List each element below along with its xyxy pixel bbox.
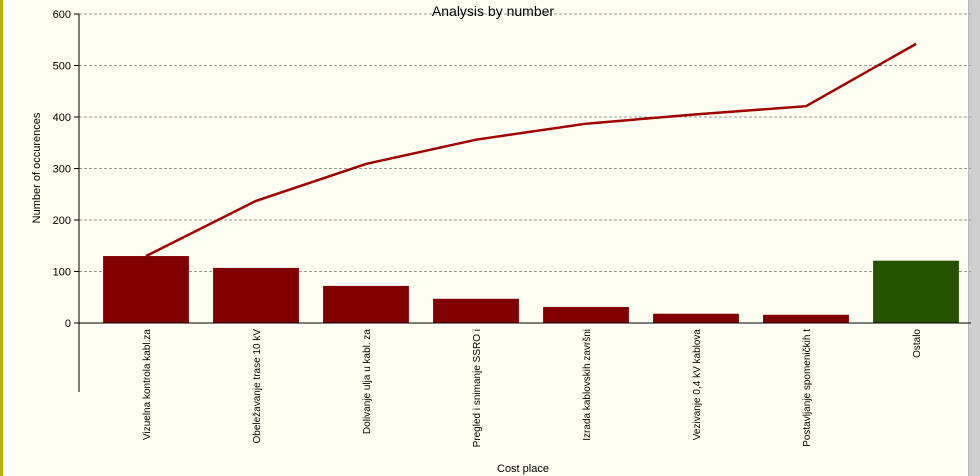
bar: [433, 298, 519, 323]
bar: [543, 307, 629, 323]
y-tick-label: 100: [53, 267, 71, 279]
x-tick-label: Dolivanje ulja u kabl. za: [362, 329, 373, 434]
x-axis-title: Cost place: [497, 463, 549, 475]
x-tick-label: Vezivanje 0,4 kV kablova: [692, 329, 703, 441]
cumulative-line: [145, 42, 917, 258]
x-tick-label: Vizuelna kontrola kabl.za: [142, 329, 153, 440]
bar: [763, 314, 849, 323]
x-tick-label: Izrada kablovskih završni: [582, 329, 593, 441]
cumulative-line-series: [145, 42, 917, 258]
y-tick-label: 600: [53, 9, 71, 21]
bar: [103, 256, 189, 323]
y-tick-label: 200: [53, 215, 71, 227]
x-tick-label: Ostalo: [912, 329, 923, 358]
y-tick-label: 0: [65, 318, 71, 330]
bar: [873, 260, 959, 323]
y-tick-labels: 0 100 200 300 400 500 600: [53, 9, 71, 330]
side-panel: [968, 0, 980, 476]
x-tick-labels: Vizuelna kontrola kabl.za Obeležavanje tr…: [142, 329, 923, 448]
grid-lines: [79, 13, 971, 272]
x-tick-label: Obeležavanje trase 10 kV: [252, 329, 263, 444]
bar: [323, 285, 409, 323]
y-tick-label: 400: [53, 112, 71, 124]
y-tick-label: 300: [53, 164, 71, 176]
y-tick-label: 500: [53, 61, 71, 73]
x-tick-label: Pregled i snimanje SSRO i: [472, 329, 483, 447]
bar-series: [103, 256, 959, 323]
chart-title: Analysis by number: [432, 3, 555, 19]
y-axis-title: Number of occurences: [31, 112, 43, 223]
pareto-chart: 0 100 200 300 400 500 600 Vizuelna kontrola ka…: [31, 3, 971, 475]
bar: [213, 267, 299, 323]
x-tick-label: Postavljanje spomeničkih t: [802, 329, 813, 447]
axes: [74, 13, 971, 392]
bar: [653, 313, 739, 323]
